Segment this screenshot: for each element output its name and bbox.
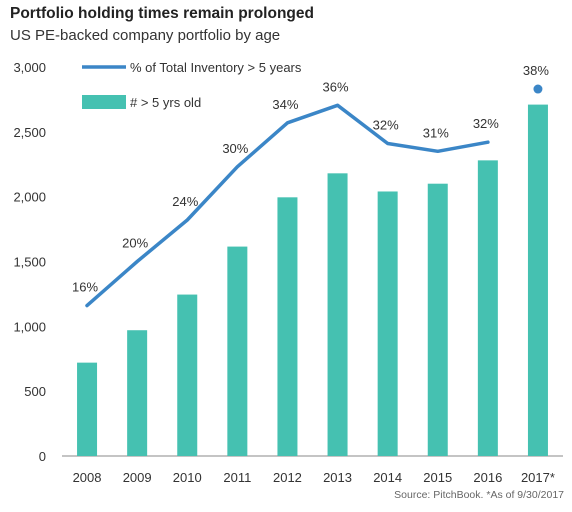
point-label: 20% (122, 236, 148, 251)
bar-2016 (477, 160, 498, 457)
point-label: 30% (222, 141, 248, 156)
bar-2009 (127, 330, 148, 456)
bar-2015 (427, 183, 448, 456)
bar-2013 (327, 173, 348, 456)
point-label: 36% (323, 79, 349, 94)
bars (77, 104, 548, 457)
point-label: 34% (272, 97, 298, 112)
x-tick-label: 2014 (373, 470, 402, 485)
source-note: Source: PitchBook. *As of 9/30/2017 (394, 489, 564, 501)
y-tick-label: 1,500 (13, 255, 46, 270)
y-tick-label: 1,000 (13, 319, 46, 334)
legend-bar-swatch (82, 95, 126, 109)
chart-title: Portfolio holding times remain prolonged (10, 5, 314, 22)
x-tick-label: 2011 (223, 470, 251, 485)
chart-subtitle: US PE-backed company portfolio by age (10, 27, 281, 44)
x-tick-label: 2010 (173, 470, 202, 485)
x-tick-label: 2017* (521, 470, 555, 485)
bar-2008 (77, 362, 98, 456)
percent-line (85, 103, 490, 308)
point-label: 32% (473, 116, 499, 131)
x-tick-label: 2013 (323, 470, 352, 485)
point-label: 24% (172, 194, 198, 209)
bar-2017* (527, 104, 548, 456)
bar-2010 (177, 294, 198, 456)
x-tick-label: 2012 (273, 470, 302, 485)
point-label: 31% (423, 125, 449, 140)
x-tick-label: 2016 (473, 470, 502, 485)
bar-2012 (277, 197, 298, 456)
y-tick-label: 2,500 (13, 125, 46, 140)
x-tick-label: 2009 (123, 470, 152, 485)
x-tick-label: 2015 (423, 470, 452, 485)
y-tick-label: 3,000 (13, 60, 46, 75)
y-tick-label: 0 (39, 449, 46, 464)
point-label: 16% (72, 280, 98, 295)
legend-line-label: % of Total Inventory > 5 years (130, 60, 302, 75)
legend: % of Total Inventory > 5 years # > 5 yrs… (82, 60, 302, 110)
x-tick-label: 2008 (73, 470, 102, 485)
y-axis: 0 500 1,000 1,500 2,000 2,500 3,000 (13, 60, 46, 464)
y-tick-label: 500 (24, 384, 46, 399)
point-2017* (533, 84, 543, 94)
x-axis: 2008 2009 2010 2011 2012 2013 2014 2015 2016 2017… (73, 470, 555, 485)
bar-2011 (227, 246, 248, 456)
point-label: 32% (373, 118, 399, 133)
legend-bar-label: # > 5 yrs old (130, 95, 201, 110)
y-tick-label: 2,000 (13, 190, 46, 205)
point-label: 38% (523, 63, 549, 78)
line-series: 16% 20% 24% 30% 34% 36% 32% 31% 32% 38% (72, 63, 549, 308)
bar-2014 (377, 191, 398, 457)
